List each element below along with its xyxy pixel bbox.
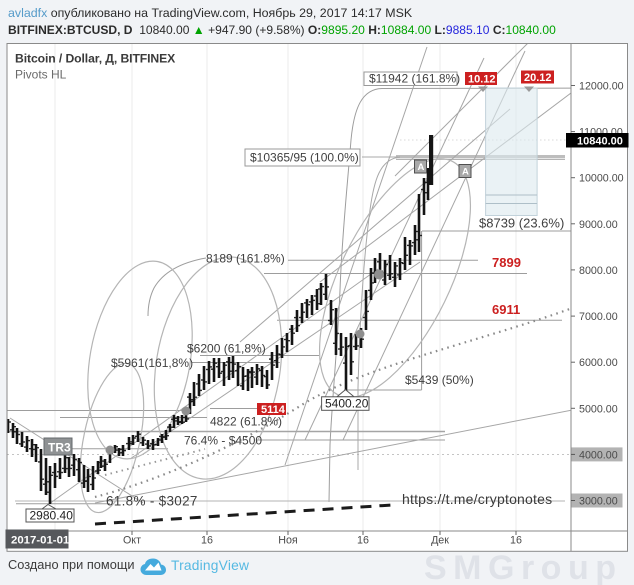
svg-text:A: A (418, 162, 425, 173)
svg-text:$6200 (61,8%): $6200 (61,8%) (187, 342, 266, 356)
svg-text:2017-01-01: 2017-01-01 (11, 535, 70, 547)
svg-text:TR3: TR3 (48, 441, 71, 455)
svg-text:12000.00: 12000.00 (579, 81, 624, 93)
svg-text:$5961(161,8%): $5961(161,8%) (111, 356, 193, 370)
svg-text:4822 (61.8%): 4822 (61.8%) (210, 415, 282, 429)
svg-text:5400.20: 5400.20 (325, 397, 369, 411)
svg-text:10000.00: 10000.00 (579, 173, 624, 185)
svg-text:20.12: 20.12 (524, 72, 552, 84)
svg-text:$10365/95 (100.0%): $10365/95 (100.0%) (250, 151, 359, 165)
svg-text:4000.00: 4000.00 (579, 449, 618, 461)
svg-text:Окт: Окт (123, 535, 141, 547)
svg-text:7000.00: 7000.00 (579, 311, 618, 323)
svg-text:16: 16 (201, 535, 213, 547)
svg-text:Bitcoin / Dollar, Д, BITFINEX: Bitcoin / Dollar, Д, BITFINEX (15, 52, 176, 66)
svg-text:61.8% - $3027: 61.8% - $3027 (106, 494, 198, 509)
svg-text:5114: 5114 (261, 404, 286, 416)
svg-text:16: 16 (510, 535, 522, 547)
svg-text:10.12: 10.12 (468, 74, 496, 86)
svg-text:9000.00: 9000.00 (579, 219, 618, 231)
svg-text:Дек: Дек (431, 535, 449, 547)
svg-text:10840.00: 10840.00 (577, 136, 623, 148)
svg-text:6911: 6911 (492, 302, 520, 317)
svg-text:Создано при помощи: Создано при помощи (8, 557, 135, 572)
svg-text:3000.00: 3000.00 (579, 496, 618, 508)
svg-text:A: A (462, 167, 469, 178)
svg-text:76.4% - $4500: 76.4% - $4500 (184, 434, 262, 448)
svg-text:6000.00: 6000.00 (579, 357, 618, 369)
svg-text:7899: 7899 (492, 255, 521, 270)
svg-text:$8739 (23.6%): $8739 (23.6%) (479, 216, 564, 231)
svg-text:$11942 (161.8%): $11942 (161.8%) (369, 72, 460, 86)
svg-text:https://t.me/cryptonotes: https://t.me/cryptonotes (402, 491, 552, 507)
svg-text:16: 16 (357, 535, 369, 547)
svg-text:8189 (161.8%): 8189 (161.8%) (206, 252, 285, 266)
svg-text:8000.00: 8000.00 (579, 265, 618, 277)
svg-text:$5439 (50%): $5439 (50%) (405, 373, 474, 387)
svg-text:SMGroup: SMGroup (424, 549, 622, 585)
svg-text:2980.40: 2980.40 (30, 509, 74, 523)
svg-text:Ноя: Ноя (278, 535, 298, 547)
svg-text:5000.00: 5000.00 (579, 403, 618, 415)
svg-text:TradingView: TradingView (171, 558, 249, 573)
svg-text:Pivots HL: Pivots HL (15, 68, 67, 82)
